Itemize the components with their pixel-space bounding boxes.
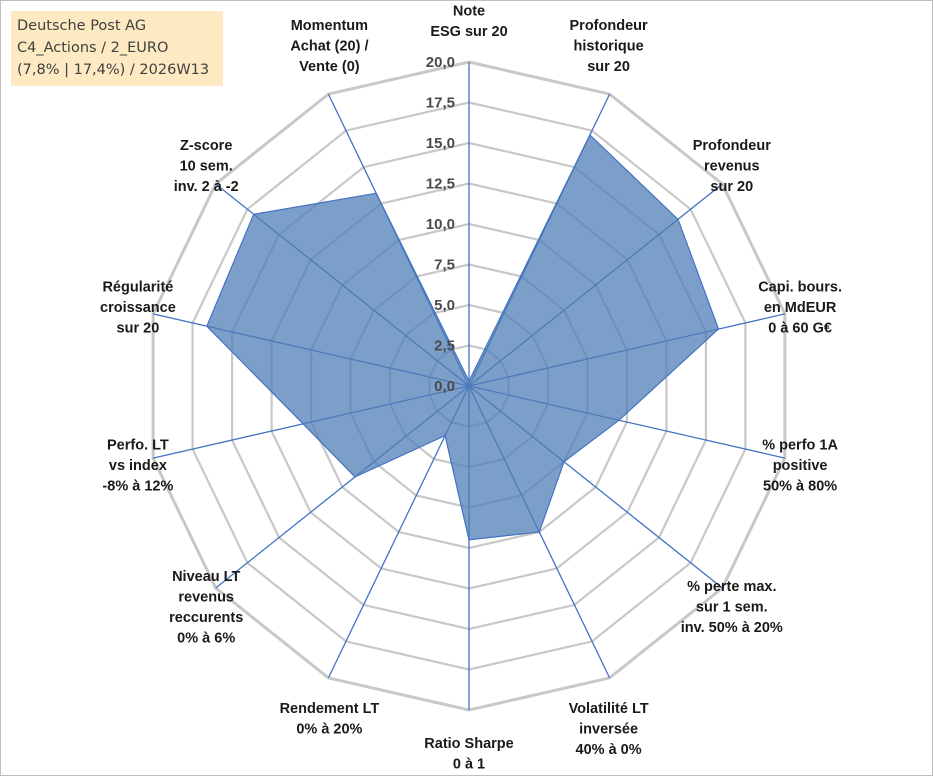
axis-label: Volatilité LT inversée 40% à 0% bbox=[569, 701, 649, 758]
axis-label-line: Niveau LT bbox=[172, 569, 240, 585]
axis-label-line: croissance bbox=[100, 300, 176, 316]
axis-label-line: Note bbox=[453, 4, 485, 20]
axis-label-line: historique bbox=[574, 39, 644, 55]
axis-label-line: sur 20 bbox=[710, 179, 753, 195]
axis-label-line: 50% à 80% bbox=[763, 478, 837, 494]
axis-label-line: % perfo 1A bbox=[762, 437, 838, 453]
axis-label: Niveau LT revenus reccurents 0% à 6% bbox=[169, 569, 243, 647]
tick-label: 10,0 bbox=[426, 216, 455, 233]
axis-label: Ratio Sharpe 0 à 1 bbox=[424, 736, 513, 773]
axis-label-line: Momentum bbox=[291, 18, 368, 34]
axis-label: % perfo 1A positive 50% à 80% bbox=[762, 437, 838, 494]
tick-label: 17,5 bbox=[426, 95, 455, 112]
tick-label: 5,0 bbox=[434, 297, 455, 314]
axis-label-line: 0 à 60 G€ bbox=[768, 321, 832, 337]
series-area bbox=[206, 133, 720, 541]
axis-label: Momentum Achat (20) / Vente (0) bbox=[290, 18, 368, 75]
axis-label-line: Profondeur bbox=[570, 18, 648, 34]
axis-label-line: ESG sur 20 bbox=[430, 24, 507, 40]
title-line-category: C4_Actions / 2_EURO bbox=[17, 40, 169, 56]
axis-label-line: % perte max. bbox=[687, 579, 776, 595]
axis-label-line: 40% à 0% bbox=[576, 742, 642, 758]
tick-label: 12,5 bbox=[426, 176, 455, 193]
axis-label-line: Achat (20) / bbox=[290, 39, 368, 55]
axis-label-line: sur 20 bbox=[117, 321, 160, 337]
axis-label-line: Z-score bbox=[180, 138, 232, 154]
axis-label-line: positive bbox=[773, 458, 828, 474]
axis-label-line: 0% à 6% bbox=[177, 631, 235, 647]
axis-label-line: Volatilité LT bbox=[569, 701, 649, 717]
axis-label-line: Vente (0) bbox=[299, 59, 360, 75]
axis-label-line: reccurents bbox=[169, 610, 243, 626]
axis-label: Capi. bours. en MdEUR 0 à 60 G€ bbox=[758, 280, 842, 337]
radar-series bbox=[206, 133, 720, 541]
radar-axis-labels: Note ESG sur 20 Profondeur historique sur 20… bbox=[100, 4, 842, 773]
axis-label: Rendement LT 0% à 20% bbox=[280, 701, 380, 738]
axis-label-line: inv. 50% à 20% bbox=[681, 620, 783, 636]
axis-label-line: revenus bbox=[178, 590, 234, 606]
axis-label-line: Profondeur bbox=[693, 138, 771, 154]
title-line-period: (7,8% | 17,4%) / 2026W13 bbox=[17, 62, 210, 78]
axis-label: Profondeur historique sur 20 bbox=[570, 18, 648, 75]
chart-title-box: Deutsche Post AG C4_Actions / 2_EURO (7,… bbox=[11, 11, 223, 86]
axis-label-line: Ratio Sharpe bbox=[424, 736, 513, 752]
tick-label: 20,0 bbox=[426, 54, 455, 71]
axis-label: Note ESG sur 20 bbox=[430, 4, 507, 41]
axis-label: Profondeur revenus sur 20 bbox=[693, 138, 771, 195]
tick-label: 15,0 bbox=[426, 135, 455, 152]
tick-label: 7,5 bbox=[434, 257, 455, 274]
axis-label-line: revenus bbox=[704, 158, 760, 174]
axis-label-line: en MdEUR bbox=[764, 300, 837, 316]
tick-label: 2,5 bbox=[434, 338, 455, 355]
axis-label-line: Régularité bbox=[102, 280, 173, 296]
axis-label-line: Rendement LT bbox=[280, 701, 380, 717]
axis-label-line: inv. 2 à -2 bbox=[174, 179, 239, 195]
axis-label: Régularité croissance sur 20 bbox=[100, 280, 176, 337]
axis-label-line: 10 sem. bbox=[180, 158, 233, 174]
axis-label-line: Perfo. LT bbox=[107, 437, 169, 453]
axis-label-line: -8% à 12% bbox=[102, 478, 173, 494]
axis-label-line: inversée bbox=[579, 721, 638, 737]
title-line-company: Deutsche Post AG bbox=[17, 18, 147, 34]
axis-label: Z-score 10 sem. inv. 2 à -2 bbox=[174, 138, 239, 195]
radar-tick-labels: 0,0 2,5 5,0 7,5 10,0 12,5 15,0 17,5 20,0 bbox=[426, 54, 455, 395]
axis-label-line: vs index bbox=[109, 458, 167, 474]
axis-label-line: sur 20 bbox=[587, 59, 630, 75]
axis-label-line: 0% à 20% bbox=[296, 721, 362, 737]
axis-label-line: Capi. bours. bbox=[758, 280, 842, 296]
axis-label-line: 0 à 1 bbox=[453, 757, 485, 773]
axis-label-line: sur 1 sem. bbox=[696, 600, 768, 616]
axis-label: % perte max. sur 1 sem. inv. 50% à 20% bbox=[681, 579, 783, 636]
axis-label: Perfo. LT vs index -8% à 12% bbox=[102, 437, 173, 494]
tick-label: 0,0 bbox=[434, 378, 455, 395]
